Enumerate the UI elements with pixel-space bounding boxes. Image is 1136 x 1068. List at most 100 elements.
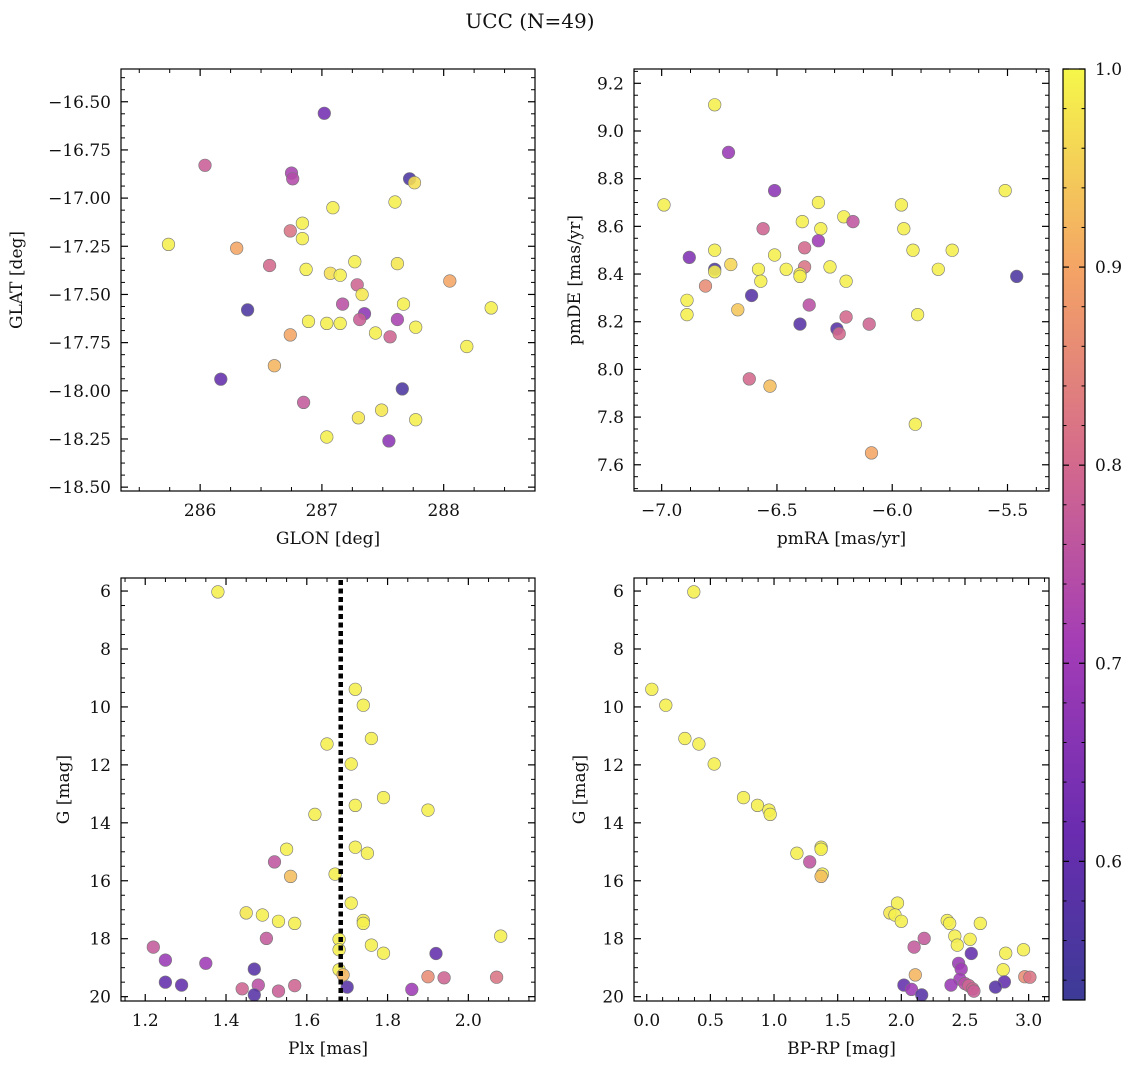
- y-tick-label: 20: [602, 988, 624, 1008]
- y-tick-label: 14: [602, 814, 624, 834]
- scatter-point: [708, 243, 722, 257]
- scatter-point: [839, 274, 853, 288]
- x-tick-label: 288: [427, 501, 459, 521]
- y-tick-label: −17.75: [48, 334, 111, 354]
- scatter-point: [721, 145, 736, 159]
- scatter-point: [158, 975, 172, 989]
- panel-pmra-pmde: −7.0 −6.5 −6.0 −5.5 7.6 7.8 8.0 8.2 8.4 8.6 8.8 9.0…: [565, 68, 1050, 549]
- x-axis-label: BP-RP [mag]: [787, 1039, 896, 1059]
- colorbar-tick-label: 0.7: [1095, 654, 1122, 674]
- scatter-point: [351, 411, 366, 425]
- scatter-point: [214, 372, 228, 386]
- scatter-point: [803, 855, 817, 869]
- scatter-point: [211, 585, 225, 599]
- scatter-point: [988, 980, 1003, 994]
- colorbar-tick-label: 1.0: [1095, 60, 1122, 80]
- scatter-point: [295, 216, 310, 230]
- x-tick-label: 287: [306, 501, 338, 521]
- axes-frame: [633, 68, 1050, 492]
- scatter-point: [904, 982, 919, 997]
- scatter-point: [295, 232, 310, 246]
- y-tick-label: 8.8: [597, 170, 624, 190]
- scatter-point: [894, 914, 908, 928]
- scatter-point: [308, 807, 322, 822]
- scatter-point: [814, 869, 828, 884]
- scatter-point: [1023, 970, 1037, 984]
- scatter-point: [382, 434, 396, 448]
- y-axis-label: G [mag]: [54, 755, 74, 824]
- scatter-point: [802, 298, 816, 312]
- scatter-point: [376, 790, 391, 805]
- y-tick-label: 10: [602, 698, 624, 718]
- scatter-point: [973, 916, 987, 931]
- scatter-point: [862, 317, 876, 331]
- y-axis-label: G [mag]: [570, 755, 590, 824]
- y-tick-label: 12: [602, 756, 624, 776]
- scatter-point: [409, 413, 423, 427]
- scatter-point: [146, 940, 160, 954]
- scatter-point: [494, 929, 508, 943]
- y-tick-label: −16.50: [48, 93, 111, 113]
- scatter-point: [390, 257, 405, 271]
- scatter-point: [405, 982, 419, 997]
- scatter-point: [340, 980, 354, 994]
- y-tick-label: −18.25: [48, 430, 111, 450]
- scatter-point: [779, 262, 793, 276]
- x-tick-label: 2.0: [888, 1011, 915, 1031]
- colorbar-gradient: [1062, 68, 1086, 1001]
- scatter-point: [429, 946, 443, 961]
- x-tick-label: 1.0: [761, 1011, 788, 1031]
- scatter-point: [263, 258, 277, 273]
- y-tick-label: 8.4: [597, 265, 624, 285]
- scatter-point: [288, 978, 302, 993]
- scatter-point: [421, 970, 435, 984]
- scatter-point: [490, 970, 504, 984]
- scatter-points: [161, 106, 498, 448]
- x-tick-label: −7.0: [641, 501, 682, 521]
- scatter-point: [839, 310, 853, 324]
- scatter-point: [484, 301, 498, 315]
- scatter-point: [383, 330, 397, 344]
- scatter-point: [908, 968, 922, 982]
- scatter-point: [230, 241, 244, 255]
- scatter-point: [846, 215, 860, 229]
- scatter-point: [944, 978, 958, 992]
- x-axis-label: pmRA [mas/yr]: [777, 529, 906, 549]
- x-tick-label: 1.2: [132, 1011, 159, 1031]
- scatter-point: [763, 807, 777, 822]
- scatter-point: [328, 867, 342, 881]
- x-tick-label: 3.0: [1015, 1011, 1042, 1031]
- colorbar-tick-label: 0.9: [1095, 258, 1122, 278]
- scatter-point: [707, 757, 721, 771]
- scatter-point: [724, 257, 738, 272]
- scatter-point: [396, 297, 411, 311]
- x-tick-label: 1.5: [824, 1011, 851, 1031]
- scatter-point: [317, 106, 331, 120]
- scatter-point: [320, 737, 334, 751]
- scatter-point: [793, 269, 807, 284]
- scatter-point: [344, 757, 358, 771]
- scatter-point: [320, 430, 334, 444]
- scatter-point: [751, 262, 766, 276]
- scatter-point: [756, 222, 770, 236]
- y-tick-label: 9.2: [597, 74, 624, 94]
- y-tick-label: 8: [613, 640, 624, 660]
- y-tick-label: 14: [89, 814, 111, 834]
- scatter-point: [864, 446, 879, 460]
- scatter-point: [999, 946, 1013, 960]
- scatter-points: [657, 98, 1024, 460]
- scatter-point: [680, 308, 694, 322]
- x-tick-label: −6.5: [756, 501, 797, 521]
- colorbar: 0.6 0.7 0.8 0.9 1.0: [1062, 60, 1122, 1001]
- y-axis-label: pmDE [mas/yr]: [565, 215, 585, 345]
- y-tick-label: −17.00: [48, 189, 111, 209]
- scatter-point: [894, 198, 909, 212]
- scatter-point: [680, 293, 694, 307]
- scatter-point: [763, 379, 777, 393]
- scatter-point: [301, 314, 316, 329]
- y-tick-label: −17.50: [48, 285, 111, 305]
- scatter-point: [348, 255, 362, 269]
- scatter-point: [998, 184, 1012, 198]
- y-tick-label: 16: [89, 872, 111, 892]
- scatter-point: [280, 842, 294, 856]
